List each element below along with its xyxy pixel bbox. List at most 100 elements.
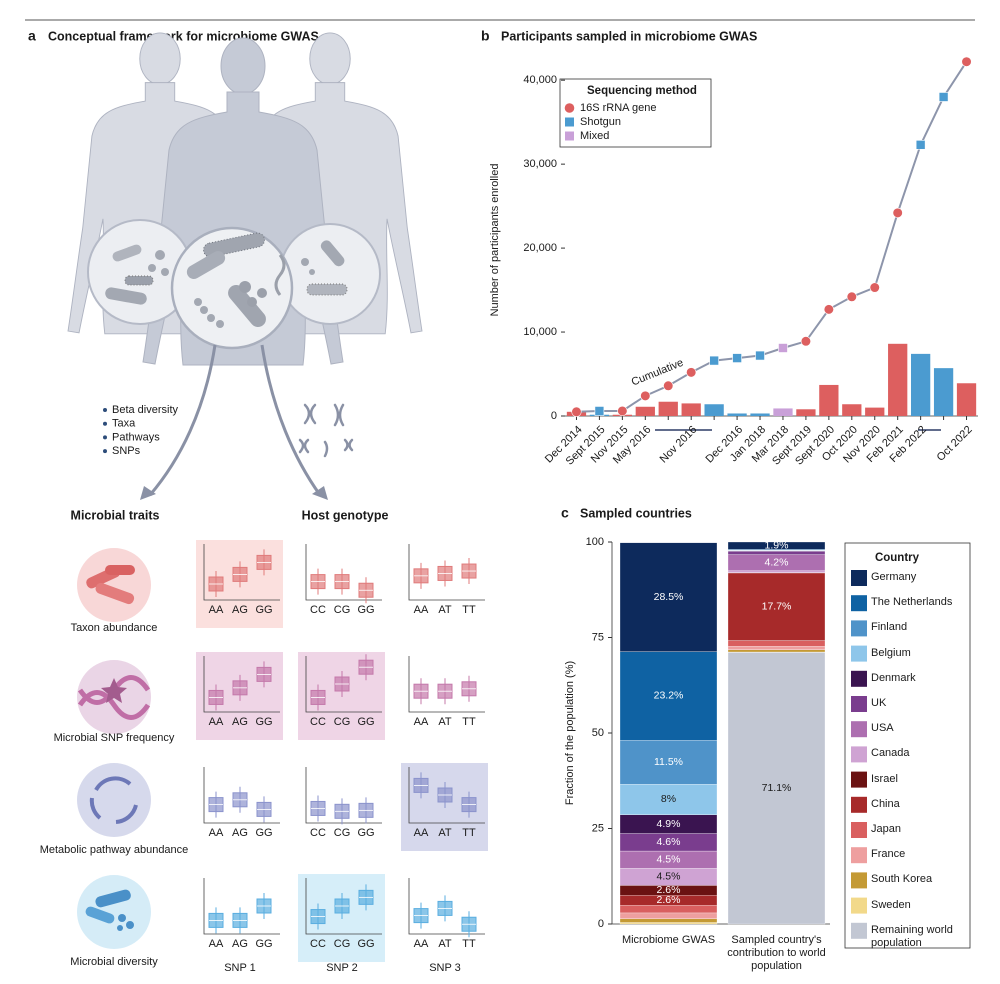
genotype-label: AA (414, 604, 429, 616)
snp-label: SNP 3 (429, 962, 461, 974)
legend-swatch (851, 570, 867, 586)
legend-label: Remaining world population (871, 923, 953, 949)
point (594, 406, 605, 416)
legend-marker (565, 131, 574, 141)
bar-segment (727, 572, 826, 641)
value-label: 8% (661, 793, 676, 805)
trait-label: Taxon abundance (71, 622, 158, 634)
bar-segment (619, 922, 718, 925)
mini-axis (203, 878, 280, 935)
mini-axis (408, 656, 485, 713)
mini-axis (203, 544, 280, 601)
y-tick-label: 100 (586, 536, 604, 548)
y-tick-label: 40,000 (523, 74, 557, 86)
value-label: 23.2% (654, 690, 684, 702)
bar (681, 403, 701, 416)
bar-segment (619, 912, 718, 919)
genotype-label: AG (232, 938, 248, 950)
x-tick-label: Sampled country's contribution to world … (727, 934, 826, 972)
legend-label: Belgium (871, 646, 911, 659)
bar (956, 383, 977, 416)
legend-swatch (851, 796, 867, 813)
legend-label: Israel (871, 772, 898, 785)
mini-axis (408, 767, 485, 824)
genotype-label: TT (462, 938, 476, 950)
legend-swatch (851, 897, 867, 914)
legend-label: UK (871, 697, 887, 709)
snp-label: SNP 1 (224, 962, 256, 974)
genotype-label: AA (414, 827, 429, 839)
genotype-label: GG (255, 827, 272, 839)
y-tick-label: 10,000 (523, 326, 557, 338)
point (892, 207, 903, 218)
bar (796, 409, 816, 416)
bar (727, 413, 747, 416)
legend-title: Sequencing method (587, 85, 697, 97)
genotype-label: AT (438, 604, 452, 616)
legend-marker (564, 103, 575, 113)
legend-label: Finland (871, 621, 908, 634)
y-tick-label: 50 (592, 727, 604, 739)
bar-segment (619, 542, 718, 652)
legend-swatch (851, 847, 867, 864)
panel-title: Sampled countries (580, 506, 692, 520)
point (915, 140, 926, 150)
legend-label: The Netherlands (871, 596, 953, 609)
y-tick-label: 0 (598, 918, 604, 930)
genotype-label: CC (310, 716, 326, 728)
legend-swatch (851, 822, 867, 838)
value-label: 4.5% (657, 853, 681, 865)
legend-swatch (851, 746, 867, 763)
legend-swatch (851, 922, 867, 939)
genotype-label: GG (357, 716, 374, 728)
value-label: 4.2% (765, 556, 789, 568)
genotype-label: AG (232, 827, 248, 839)
bar-segment (727, 570, 826, 573)
trait-icons (77, 548, 151, 949)
genotype-label: CC (310, 827, 326, 839)
bar (933, 368, 954, 416)
bullet (103, 421, 107, 426)
point (755, 350, 765, 361)
bar (819, 384, 839, 416)
value-label: 71.1% (762, 782, 792, 794)
point (617, 405, 628, 417)
genotype-label: CC (310, 604, 326, 616)
genotype-label: AT (438, 716, 452, 728)
panel-title: Conceptual framework for microbiome GWAS (48, 29, 319, 43)
genotype-label: AT (438, 938, 452, 950)
genotype-label: AA (209, 827, 224, 839)
bar-segment (619, 905, 718, 914)
body-head (220, 37, 266, 95)
point (869, 282, 880, 293)
value-label: 28.5% (654, 591, 684, 603)
legend-label: Mixed (580, 130, 609, 142)
bar-segment (727, 640, 826, 647)
genotype-label: GG (357, 938, 374, 950)
y-tick-label: 0 (551, 410, 557, 422)
point (823, 304, 834, 315)
panel-title: Participants sampled in microbiome GWAS (501, 29, 757, 43)
bar (842, 404, 862, 416)
bar-segment (619, 784, 718, 815)
genotype-label: TT (462, 716, 476, 728)
feature-item: Pathways (112, 431, 160, 443)
genotype-label: AG (232, 604, 248, 616)
value-label: 1.9% (765, 539, 789, 551)
feature-item: Taxa (112, 418, 136, 430)
bullet (103, 435, 107, 440)
value-label: 4.5% (657, 871, 681, 883)
bar (888, 343, 908, 416)
genotype-label: AG (232, 716, 248, 728)
genotype-label: TT (462, 827, 476, 839)
legend-label: Germany (871, 571, 917, 583)
bar-segment (727, 652, 826, 925)
value-label: 4.6% (657, 836, 681, 848)
trait-label: Microbial diversity (70, 956, 158, 968)
legend-label: Denmark (871, 671, 916, 684)
bar-segment (619, 918, 718, 923)
genotype-label: AA (209, 938, 224, 950)
point (640, 390, 651, 401)
genotype-label: TT (462, 604, 476, 616)
